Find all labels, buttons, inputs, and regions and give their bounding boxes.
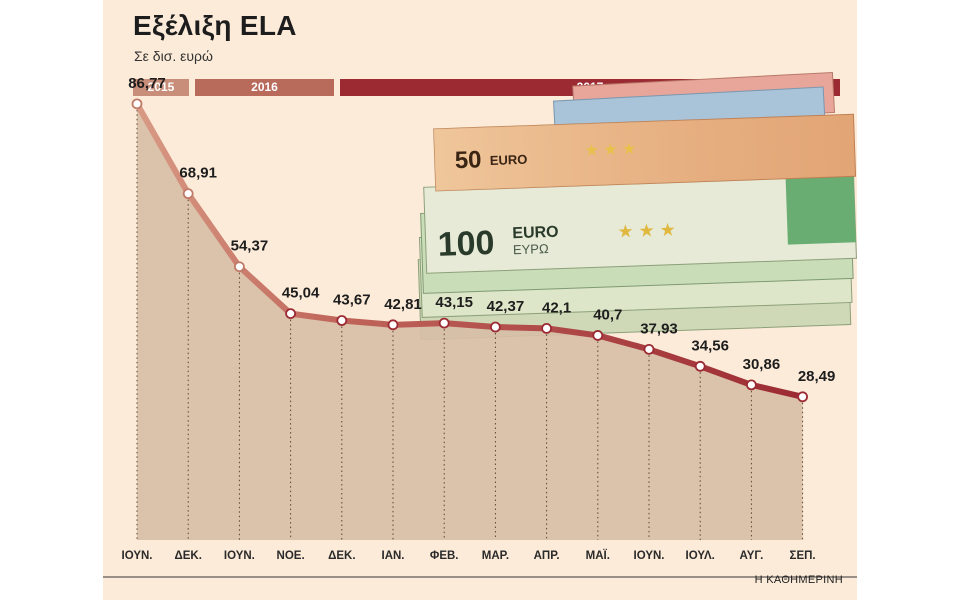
data-label: 28,49 [798, 368, 836, 385]
svg-text:EURO: EURO [512, 224, 559, 243]
data-point [438, 317, 450, 329]
svg-text:★ ★ ★: ★ ★ ★ [617, 220, 676, 242]
data-point [592, 330, 604, 341]
x-tick-label: ΙΟΥΝ. [122, 550, 153, 562]
x-tick-label: ΙΟΥΛ. [686, 550, 715, 562]
data-point [336, 315, 348, 326]
x-tick-label: ΜΑΪ. [586, 549, 610, 562]
data-point [489, 321, 501, 333]
data-point [131, 98, 143, 110]
data-label: 45,04 [282, 285, 320, 302]
data-point [387, 319, 399, 331]
data-label: 86,77 [128, 75, 166, 92]
banknote-100: 100 EURO ΕΥΡΩ ★ ★ ★ [437, 220, 676, 264]
data-label: 37,93 [640, 320, 678, 337]
data-point [643, 343, 655, 355]
data-label: 42,81 [384, 296, 422, 313]
x-tick-label: ΦΕΒ. [430, 550, 459, 562]
svg-text:★ ★ ★: ★ ★ ★ [584, 141, 636, 160]
credit-label: Η ΚΑΘΗΜΕΡΙΝΗ [754, 574, 843, 586]
data-point [746, 379, 757, 391]
data-label: 42,1 [542, 299, 571, 316]
data-label: 43,15 [435, 294, 473, 311]
data-label: 30,86 [743, 356, 781, 373]
data-label: 43,67 [333, 292, 371, 309]
data-point [694, 360, 706, 372]
svg-text:50: 50 [454, 146, 482, 174]
year-bar-2016: 2016 [195, 79, 334, 96]
data-label: 54,37 [231, 238, 269, 255]
x-tick-label: ΑΠΡ. [534, 550, 560, 562]
area-fill [137, 103, 803, 540]
chart-panel: Εξέλιξη ELA Σε δισ. ευρώ 2015 2016 2017 … [103, 0, 857, 600]
x-tick-label: ΔΕΚ. [174, 550, 201, 562]
data-label: 68,91 [179, 165, 217, 182]
x-tick-label: ΙΟΥΝ. [634, 550, 665, 562]
x-tick-label: ΔΕΚ. [328, 550, 355, 562]
data-label: 40,7 [593, 306, 622, 323]
x-tick-label: ΣΕΠ. [790, 550, 816, 562]
plot-area: 86,77 68,91 54,37 45,04 43,67 42,81 43,15 42,37… [103, 75, 857, 578]
chart-subtitle: Σε δισ. ευρώ [134, 48, 213, 64]
data-point [797, 391, 808, 403]
data-point [233, 261, 245, 273]
chart-svg: 100 EURO ΕΥΡΩ ★ ★ ★ 50 EURO ★ ★ ★ [103, 71, 857, 578]
svg-text:EURO: EURO [490, 152, 528, 168]
chart-title: Εξέλιξη ELA [133, 10, 297, 41]
data-point [182, 188, 194, 200]
x-tick-label: ΙΑΝ. [382, 550, 405, 562]
data-point [541, 322, 553, 334]
banknote-50: 50 EURO ★ ★ ★ [454, 141, 636, 174]
series-line [134, 100, 806, 400]
data-point [285, 308, 297, 320]
x-tick-label: ΜΑΡ. [482, 550, 509, 562]
x-tick-label: ΑΥΓ. [740, 550, 764, 562]
data-label: 42,37 [487, 298, 525, 315]
svg-text:100: 100 [437, 224, 495, 264]
euro-banknotes-icon: 100 EURO ΕΥΡΩ ★ ★ ★ 50 EURO ★ ★ ★ [417, 71, 857, 341]
year-bar-2015: 2015 [133, 79, 189, 96]
x-tick-label: ΝΟΕ. [277, 550, 305, 562]
data-label: 34,56 [691, 337, 729, 354]
x-tick-label: ΙΟΥΝ. [224, 550, 255, 562]
svg-text:ΕΥΡΩ: ΕΥΡΩ [513, 241, 550, 257]
